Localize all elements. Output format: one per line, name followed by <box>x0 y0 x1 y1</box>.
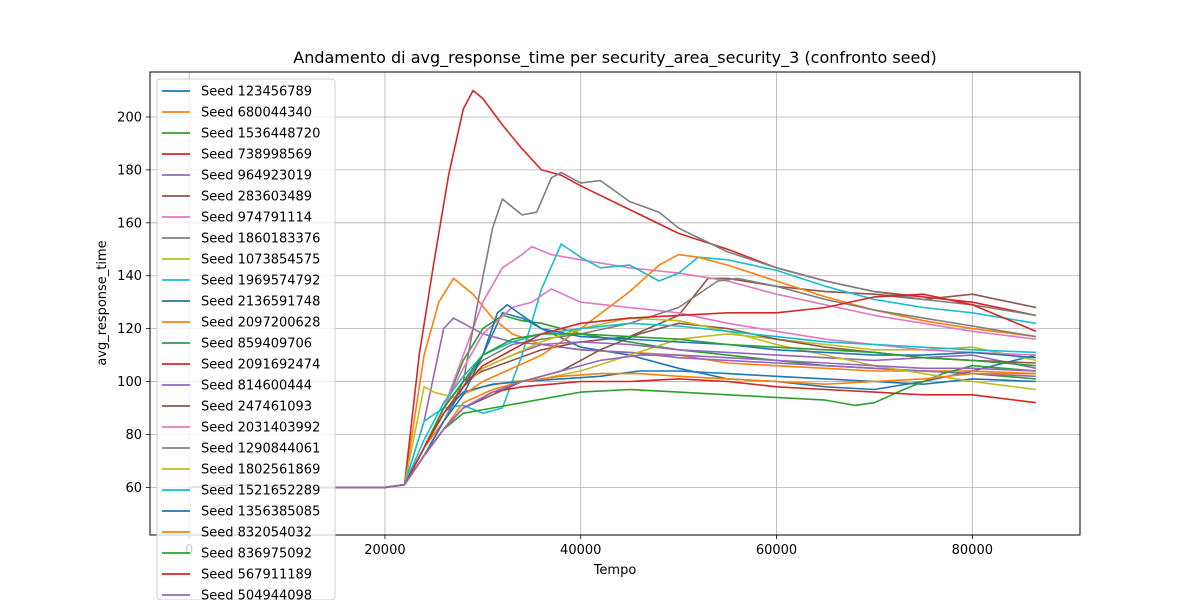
y-axis-label: avg_response_time <box>95 240 110 365</box>
plot-frame <box>149 71 1081 536</box>
legend-entry: Seed 247461093 <box>201 400 312 415</box>
legend-entry: Seed 832054032 <box>201 526 312 541</box>
legend-entry: Seed 123456789 <box>201 85 312 100</box>
legend-entry: Seed 1290844061 <box>201 442 320 457</box>
x-tick-label: 20000 <box>364 543 405 558</box>
legend-entry: Seed 283603489 <box>201 190 312 205</box>
legend-box <box>156 78 336 600</box>
legend-entry: Seed 2091692474 <box>201 358 320 373</box>
legend-entry: Seed 738998569 <box>201 148 312 163</box>
x-tick-label: 40000 <box>560 543 601 558</box>
legend-entry: Seed 680044340 <box>201 106 312 121</box>
legend-entry: Seed 1521652289 <box>201 484 320 499</box>
legend-entry: Seed 964923019 <box>201 169 312 184</box>
series-group <box>189 89 1037 489</box>
legend-entry: Seed 974791114 <box>201 211 312 226</box>
y-tick-label: 60 <box>125 481 142 496</box>
x-tick-label: 60000 <box>756 543 797 558</box>
legend-entry: Seed 2097200628 <box>201 316 320 331</box>
legend-entry: Seed 567911189 <box>201 568 312 583</box>
y-axis: 60 80 100 120 140 160 180 200 <box>117 110 150 496</box>
y-tick-label: 100 <box>117 375 142 390</box>
legend-entry: Seed 1536448720 <box>201 127 320 142</box>
legend-entry: Seed 836975092 <box>201 547 312 562</box>
legend-entry: Seed 504944098 <box>201 589 312 600</box>
legend-entry: Seed 1860183376 <box>201 232 320 247</box>
y-tick-label: 120 <box>117 322 142 337</box>
chart-title: Andamento di avg_response_time per secur… <box>293 48 937 68</box>
y-tick-label: 180 <box>117 163 142 178</box>
y-tick-label: 160 <box>117 216 142 231</box>
legend-entry: Seed 1969574792 <box>201 274 320 289</box>
y-tick-label: 80 <box>125 428 142 443</box>
legend-entry: Seed 2136591748 <box>201 295 320 310</box>
legend-entry: Seed 814600444 <box>201 379 312 394</box>
legend-entry: Seed 1802561869 <box>201 463 320 478</box>
x-axis-label: Tempo <box>593 563 637 578</box>
y-tick-label: 140 <box>117 269 142 284</box>
y-tick-label: 200 <box>117 110 142 125</box>
legend-entry: Seed 2031403992 <box>201 421 320 436</box>
series-line-25 <box>189 354 1036 489</box>
legend-entry: Seed 1356385085 <box>201 505 320 520</box>
x-tick-label: 80000 <box>952 543 993 558</box>
legend-entry: Seed 859409706 <box>201 337 312 352</box>
legend: Seed 123456789 Seed 680044340 Seed 1536448… <box>156 78 336 600</box>
legend-entry: Seed 1073854575 <box>201 253 320 268</box>
